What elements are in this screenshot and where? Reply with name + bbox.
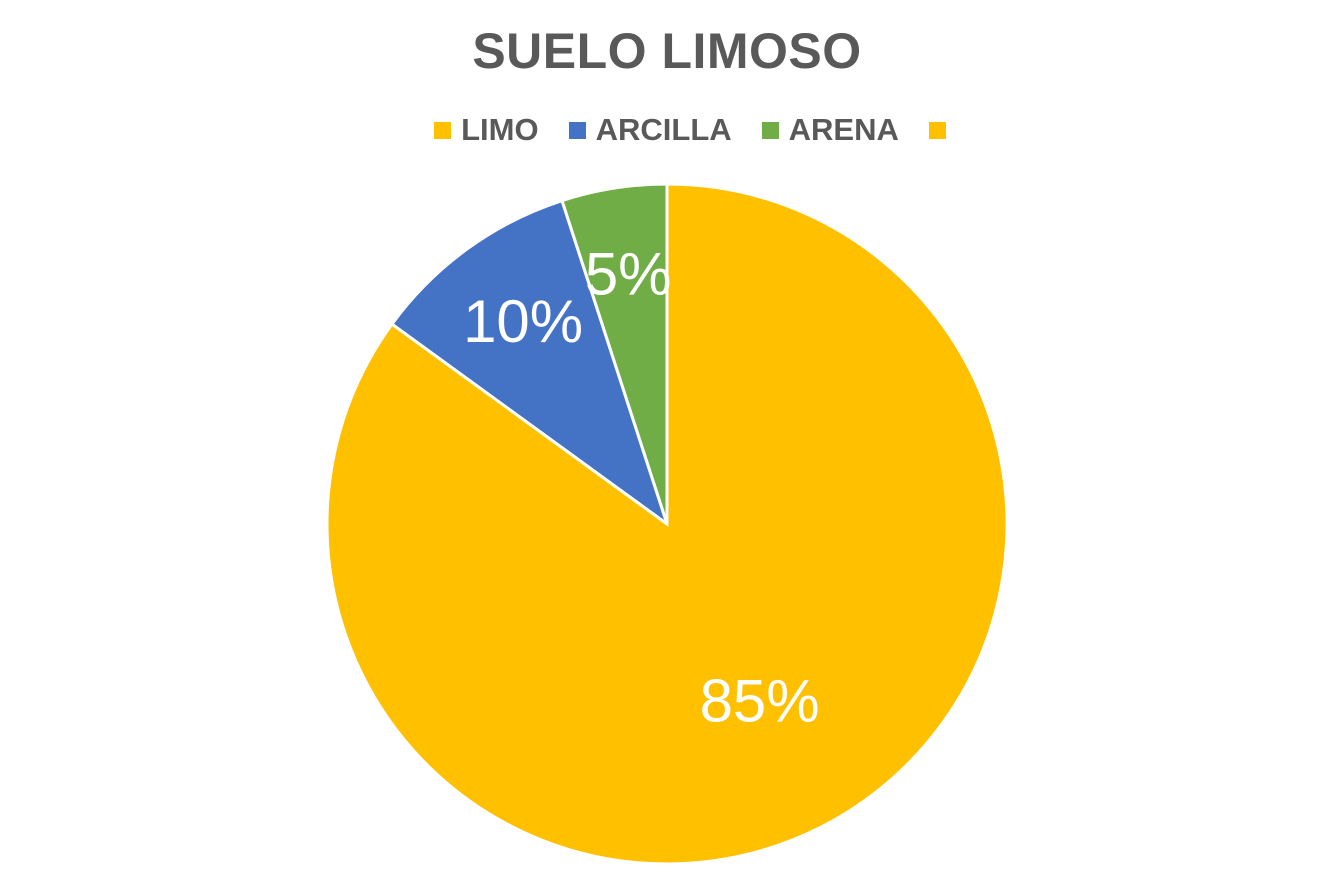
data-label-arcilla: 10% xyxy=(463,288,583,355)
pie-slice-limo xyxy=(325,182,1009,866)
data-label-limo: 85% xyxy=(700,668,820,735)
legend-swatch-arena xyxy=(761,121,779,139)
legend-item-arcilla: ARCILLA xyxy=(568,110,732,150)
chart-legend: LIMO ARCILLA ARENA xyxy=(0,110,1334,150)
legend-label-arcilla: ARCILLA xyxy=(595,112,732,147)
legend-item-arena: ARENA xyxy=(761,110,899,150)
legend-item-limo: LIMO xyxy=(434,110,539,150)
chart-title: SUELO LIMOSO xyxy=(472,23,862,79)
pie-slice-arcilla xyxy=(389,198,670,528)
legend-label-limo: LIMO xyxy=(461,112,539,147)
legend-swatch-limo xyxy=(434,121,452,139)
legend-swatch-arcilla xyxy=(568,121,586,139)
legend-label-arena: ARENA xyxy=(788,112,899,147)
data-label-arena: 5% xyxy=(585,241,672,308)
legend-item-unnamed xyxy=(928,110,956,150)
legend-swatch-unnamed xyxy=(928,121,946,139)
